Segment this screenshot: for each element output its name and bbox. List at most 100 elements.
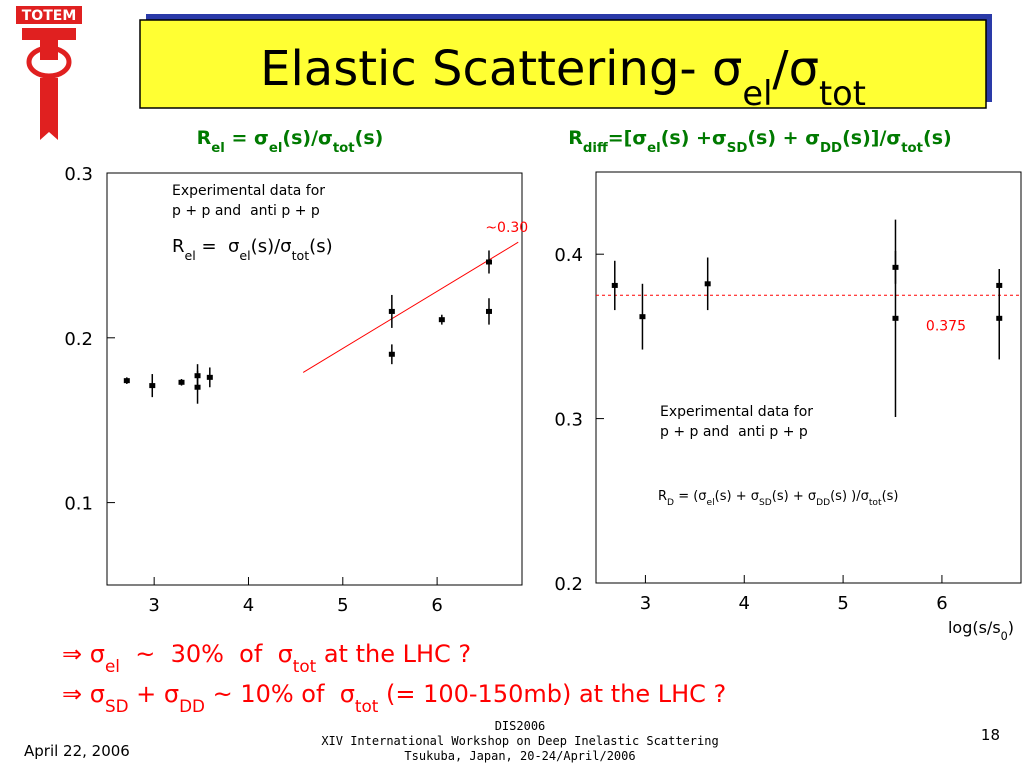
x-tick-label: 3 bbox=[640, 593, 651, 614]
text-segment: /σ bbox=[772, 41, 819, 97]
slide-title: Elastic Scattering- σel/σtot bbox=[260, 41, 866, 113]
text-segment: (s) bbox=[882, 489, 899, 504]
text-segment: ⇒ σ bbox=[62, 640, 105, 668]
plot-frame bbox=[595, 171, 1022, 584]
chart-heading: Rdiff=[σel(s) +σSD(s) + σDD(s)]/σtot(s) bbox=[568, 127, 951, 156]
data-point bbox=[178, 379, 185, 385]
subscript: el bbox=[707, 498, 715, 508]
x-tick-label: 6 bbox=[936, 593, 947, 614]
data-point bbox=[704, 281, 711, 287]
text-segment: (s)/σ bbox=[282, 127, 332, 149]
subscript: DD bbox=[816, 498, 830, 508]
text-segment: log(s/s bbox=[948, 618, 1001, 637]
text-segment: = σ bbox=[196, 236, 240, 257]
data-point bbox=[485, 308, 492, 314]
text-segment: ~ 10% of σ bbox=[205, 680, 355, 708]
data-point bbox=[892, 315, 899, 321]
text-segment: Elastic Scattering- σ bbox=[260, 41, 742, 97]
subscript: SD bbox=[759, 498, 772, 508]
subscript: el bbox=[105, 656, 120, 676]
text-segment: (s) bbox=[923, 127, 952, 149]
text-segment: R bbox=[172, 236, 185, 257]
x-axis-label: log(s/s0) bbox=[948, 618, 1014, 643]
plot-frame bbox=[106, 172, 523, 586]
subscript: tot bbox=[293, 656, 317, 676]
footer-conference: XIV International Workshop on Deep Inela… bbox=[321, 734, 718, 748]
subscript: el bbox=[239, 248, 250, 263]
x-tick-label: 4 bbox=[739, 593, 750, 614]
logo-shape bbox=[22, 28, 76, 60]
text-segment: R bbox=[568, 127, 583, 149]
text-segment: ~ 30% of σ bbox=[120, 640, 293, 668]
y-tick-label: 0.3 bbox=[64, 164, 93, 185]
fit-line bbox=[302, 241, 519, 373]
charts: Rel = σel(s)/σtot(s)Experimental data fo… bbox=[64, 127, 1022, 643]
text-segment: (s) bbox=[355, 127, 384, 149]
logo: TOTEM bbox=[16, 6, 82, 140]
text-segment: (s) bbox=[309, 236, 332, 257]
subscript: el bbox=[185, 248, 196, 263]
inset-formula: RD = (σel(s) + σSD(s) + σDD(s) )/σtot(s) bbox=[658, 489, 898, 508]
data-point bbox=[388, 308, 395, 314]
text-segment: (s)]/σ bbox=[842, 127, 901, 149]
subscript: el bbox=[269, 141, 283, 156]
text-segment: =[σ bbox=[608, 127, 647, 149]
bullet: ⇒ σSD + σDD ~ 10% of σtot (= 100-150mb) … bbox=[62, 680, 726, 716]
subscript: DD bbox=[820, 141, 842, 156]
text-segment: (s)/σ bbox=[251, 236, 292, 257]
text-segment: (s) )/σ bbox=[830, 489, 869, 504]
y-tick-label: 0.1 bbox=[64, 494, 93, 515]
inset-text: p + p and anti p + p bbox=[172, 203, 320, 219]
text-segment: R bbox=[658, 489, 667, 504]
data-point bbox=[388, 351, 395, 357]
data-point bbox=[194, 384, 201, 390]
text-segment: R bbox=[197, 127, 212, 149]
subscript: diff bbox=[583, 141, 608, 156]
x-tick-label: 3 bbox=[148, 595, 159, 616]
y-tick-label: 0.2 bbox=[64, 329, 93, 350]
text-segment: (= 100-150mb) at the LHC ? bbox=[378, 680, 726, 708]
data-point bbox=[639, 314, 646, 320]
text-segment: = (σ bbox=[674, 489, 706, 504]
footer-date: April 22, 2006 bbox=[24, 742, 130, 760]
data-point bbox=[485, 259, 492, 265]
subscript: tot bbox=[333, 141, 355, 156]
title-box bbox=[139, 19, 987, 109]
subscript: el bbox=[647, 141, 661, 156]
y-tick-label: 0.4 bbox=[554, 245, 583, 266]
data-point bbox=[438, 317, 445, 323]
inset-formula: Rel = σel(s)/σtot(s) bbox=[172, 236, 333, 263]
fit-label: ~0.30 bbox=[485, 220, 528, 236]
subscript: tot bbox=[819, 74, 866, 113]
inset-text: p + p and anti p + p bbox=[660, 424, 808, 440]
subscript: SD bbox=[105, 696, 129, 716]
text-segment: ⇒ σ bbox=[62, 680, 105, 708]
subscript: tot bbox=[355, 696, 379, 716]
data-point bbox=[123, 378, 130, 384]
subscript: tot bbox=[869, 498, 882, 508]
text-segment: (s) + σ bbox=[747, 127, 820, 149]
data-point bbox=[996, 315, 1003, 321]
data-point bbox=[206, 374, 213, 380]
footer-conference: Tsukuba, Japan, 20-24/April/2006 bbox=[404, 749, 635, 763]
text-segment: (s) +σ bbox=[661, 127, 727, 149]
x-tick-label: 6 bbox=[431, 595, 442, 616]
inset-text: Experimental data for bbox=[660, 404, 813, 420]
text-segment: at the LHC ? bbox=[316, 640, 471, 668]
text-segment: (s) + σ bbox=[772, 489, 816, 504]
bullet: ⇒ σel ~ 30% of σtot at the LHC ? bbox=[62, 640, 471, 676]
text-segment: = σ bbox=[225, 127, 269, 149]
text-segment: + σ bbox=[129, 680, 180, 708]
reference-label: 0.375 bbox=[926, 318, 966, 334]
chart-heading: Rel = σel(s)/σtot(s) bbox=[197, 127, 384, 156]
logo-text: TOTEM bbox=[22, 8, 77, 24]
subscript: el bbox=[742, 74, 772, 113]
subscript: tot bbox=[901, 141, 923, 156]
text-segment: (s) + σ bbox=[715, 489, 759, 504]
subscript: 0 bbox=[1001, 630, 1008, 643]
logo-stem bbox=[40, 78, 58, 140]
data-point bbox=[611, 282, 618, 288]
subscript: D bbox=[667, 498, 674, 508]
page-number: 18 bbox=[981, 726, 1000, 744]
